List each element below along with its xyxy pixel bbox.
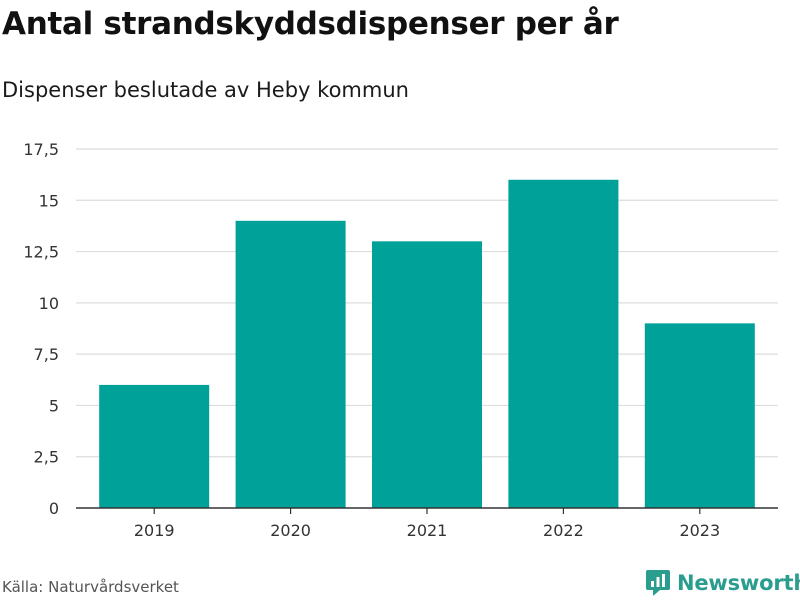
- y-tick-label: 15: [39, 191, 59, 210]
- x-tick-label: 2021: [407, 521, 448, 540]
- y-tick-label: 0: [49, 499, 59, 518]
- brand-logo: Newsworthy: [645, 569, 800, 597]
- y-tick-label: 10: [39, 294, 59, 313]
- brand-name: Newsworthy: [677, 571, 800, 595]
- y-axis-ticks: 0 2,5 5 7,5 10 12,5 15 17,5: [23, 140, 59, 518]
- x-tick-label: 2019: [134, 521, 175, 540]
- chart-title: Antal strandskyddsdispenser per år: [2, 6, 619, 42]
- x-tick-label: 2022: [543, 521, 584, 540]
- newsworthy-logo-icon: [646, 570, 670, 596]
- y-tick-label: 7,5: [34, 345, 59, 364]
- x-axis-ticks: 2019 2020 2021 2022 2023: [134, 508, 720, 540]
- x-tick-label: 2023: [679, 521, 720, 540]
- y-tick-label: 17,5: [23, 140, 59, 159]
- bar-2019: [99, 384, 210, 508]
- chart-subtitle: Dispenser beslutade av Heby kommun: [2, 78, 409, 102]
- bars: [99, 179, 755, 509]
- y-tick-label: 2,5: [34, 448, 59, 467]
- bar-2022: [508, 179, 619, 508]
- x-tick-label: 2020: [270, 521, 311, 540]
- y-tick-label: 5: [49, 396, 59, 415]
- bar-chart: 0 2,5 5 7,5 10 12,5 15 17,5 2019 2020 2021 2022 202…: [23, 140, 778, 540]
- y-tick-label: 12,5: [23, 243, 59, 262]
- bar-2023: [644, 323, 755, 508]
- bar-2020: [235, 220, 346, 509]
- source-note: Källa: Naturvårdsverket: [2, 578, 179, 596]
- bar-2021: [372, 241, 482, 509]
